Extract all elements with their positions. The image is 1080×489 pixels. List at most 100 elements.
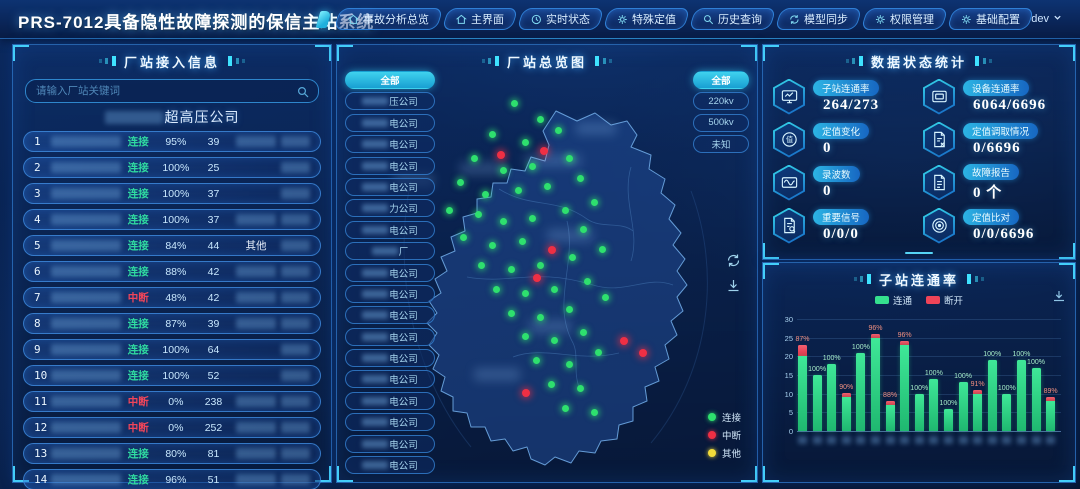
station-marker[interactable] (620, 337, 629, 346)
company-filter-4[interactable]: 电公司 (345, 156, 435, 175)
station-marker[interactable] (565, 361, 573, 369)
search-input[interactable] (26, 85, 297, 97)
company-filter-8[interactable]: 厂 (345, 242, 435, 261)
station-marker[interactable] (594, 349, 602, 357)
refresh-icon[interactable] (726, 253, 741, 268)
station-marker[interactable] (536, 313, 544, 321)
station-marker[interactable] (500, 167, 508, 174)
station-marker[interactable] (569, 254, 577, 262)
company-filter-7[interactable]: 电公司 (345, 220, 435, 239)
company-filter-11[interactable]: 电公司 (345, 306, 435, 325)
company-filter-5[interactable]: 电公司 (345, 177, 435, 196)
station-row[interactable]: 14 连接 96% 51 (23, 469, 321, 489)
station-marker[interactable] (518, 238, 526, 246)
station-marker[interactable] (533, 273, 542, 282)
station-marker[interactable] (478, 262, 486, 270)
station-marker[interactable] (551, 285, 559, 293)
station-marker[interactable] (576, 384, 584, 392)
station-marker[interactable] (500, 218, 508, 226)
company-filter-13[interactable]: 电公司 (345, 349, 435, 368)
station-marker[interactable] (514, 186, 522, 194)
station-marker[interactable] (536, 262, 544, 270)
company-filter-2[interactable]: 电公司 (345, 113, 435, 132)
nav-tab-3[interactable]: 实时状态 (516, 8, 605, 30)
user-menu[interactable]: dev (1031, 13, 1072, 25)
station-row[interactable]: 7 中断 48% 42 (23, 287, 321, 308)
station-marker[interactable] (591, 198, 599, 206)
company-filter-14[interactable]: 电公司 (345, 370, 435, 389)
station-marker[interactable] (496, 151, 505, 160)
download-icon[interactable] (726, 278, 741, 293)
station-row[interactable]: 9 连接 100% 64 (23, 339, 321, 360)
station-marker[interactable] (562, 206, 570, 214)
station-marker[interactable] (540, 147, 549, 156)
chart-legend-item[interactable]: 断开 (926, 293, 963, 307)
station-row[interactable]: 8 连接 87% 39 (23, 313, 321, 334)
station-marker[interactable] (482, 190, 490, 198)
station-marker[interactable] (489, 131, 497, 139)
voltage-filter-500kv[interactable]: 500kv (693, 113, 749, 132)
station-row[interactable]: 12 中断 0% 252 (23, 417, 321, 438)
nav-tab-5[interactable]: 历史查询 (688, 8, 777, 30)
station-marker[interactable] (554, 127, 562, 135)
station-marker[interactable] (522, 289, 530, 297)
voltage-filter-未知[interactable]: 未知 (693, 135, 749, 154)
station-marker[interactable] (460, 234, 468, 242)
station-marker[interactable] (474, 210, 482, 218)
station-marker[interactable] (507, 266, 515, 273)
station-marker[interactable] (598, 246, 606, 254)
station-marker[interactable] (471, 155, 479, 163)
station-row[interactable]: 3 连接 100% 37 (23, 183, 321, 204)
station-marker[interactable] (565, 305, 573, 313)
chart-legend-item[interactable]: 连通 (874, 293, 912, 307)
station-marker[interactable] (547, 246, 556, 255)
station-marker[interactable] (602, 293, 610, 301)
station-marker[interactable] (529, 214, 537, 222)
station-row[interactable]: 13 连接 80% 81 (23, 443, 321, 464)
station-row[interactable]: 4 连接 100% 37 (23, 209, 321, 230)
station-row[interactable]: 1 连接 95% 39 (23, 131, 321, 152)
company-filter-18[interactable]: 电公司 (345, 456, 435, 475)
nav-tab-1[interactable]: 事故分析总览 (333, 8, 444, 30)
station-marker[interactable] (522, 388, 531, 397)
nav-tab-7[interactable]: 权限管理 (860, 8, 949, 30)
station-row[interactable]: 2 连接 100% 25 (23, 157, 321, 178)
company-filter-6[interactable]: 力公司 (345, 199, 435, 218)
company-filter-15[interactable]: 电公司 (345, 391, 435, 410)
station-marker[interactable] (456, 178, 464, 186)
station-marker[interactable] (638, 349, 647, 358)
station-marker[interactable] (533, 357, 541, 365)
station-marker[interactable] (565, 155, 573, 163)
company-filter-9[interactable]: 电公司 (345, 263, 435, 282)
station-row[interactable]: 6 连接 88% 42 (23, 261, 321, 282)
station-marker[interactable] (551, 337, 559, 345)
station-marker[interactable] (576, 174, 584, 182)
station-marker[interactable] (591, 408, 599, 416)
station-marker[interactable] (511, 99, 519, 107)
station-marker[interactable] (489, 242, 497, 250)
nav-tab-2[interactable]: 主界面 (441, 8, 519, 30)
station-row[interactable]: 5 连接 84% 44 其他 (23, 235, 321, 256)
station-marker[interactable] (547, 380, 555, 388)
company-filter-3[interactable]: 电公司 (345, 135, 435, 154)
voltage-filter-全部[interactable]: 全部 (693, 71, 749, 89)
search-icon[interactable] (297, 85, 309, 98)
voltage-filter-220kv[interactable]: 220kv (693, 92, 749, 111)
station-marker[interactable] (562, 404, 570, 412)
station-row[interactable]: 11 中断 0% 238 (23, 391, 321, 412)
company-filter-all[interactable]: 全部 (345, 71, 435, 89)
station-marker[interactable] (544, 182, 551, 190)
company-filter-16[interactable]: 电公司 (345, 413, 435, 432)
company-filter-12[interactable]: 电公司 (345, 327, 435, 346)
station-row[interactable]: 10 连接 100% 52 (23, 365, 321, 386)
station-marker[interactable] (522, 333, 530, 341)
station-marker[interactable] (445, 206, 453, 214)
company-filter-10[interactable]: 电公司 (345, 284, 435, 303)
station-marker[interactable] (493, 285, 501, 293)
company-filter-17[interactable]: 电公司 (345, 434, 435, 453)
station-marker[interactable] (580, 226, 588, 234)
company-filter-1[interactable]: 压公司 (345, 92, 435, 111)
download-icon[interactable] (1052, 289, 1066, 303)
station-marker[interactable] (580, 329, 588, 337)
nav-tab-4[interactable]: 特殊定值 (602, 8, 691, 30)
